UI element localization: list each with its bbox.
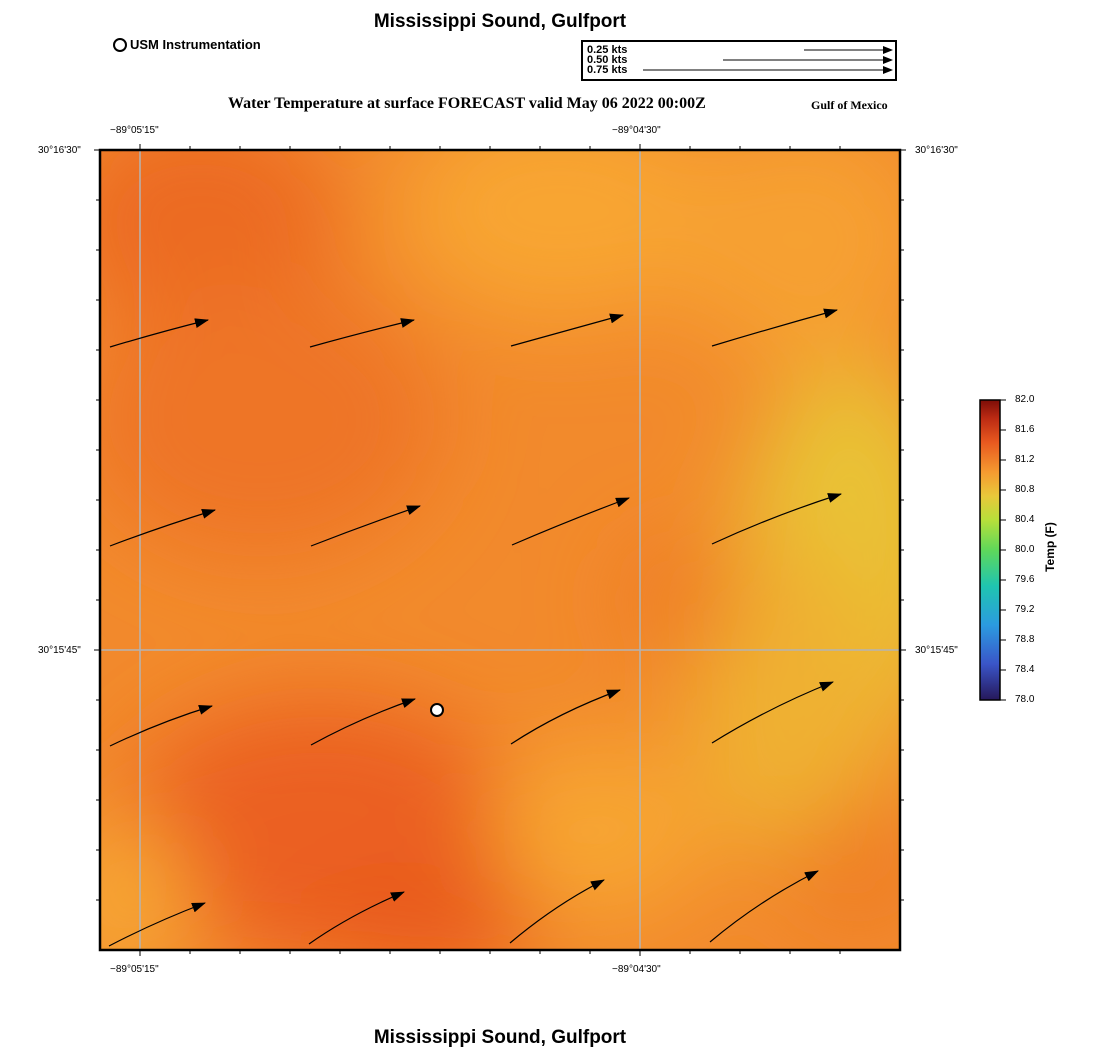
scale-label-075: 0.75 kts (587, 64, 628, 76)
current-arrow (109, 318, 209, 348)
top-lon-label-2: −89°04'30" (612, 125, 661, 136)
map-subtitle: Water Temperature at surface FORECAST va… (228, 95, 706, 112)
temperature-field (100, 150, 900, 950)
frame-ticks (94, 144, 906, 956)
current-arrow (711, 308, 838, 347)
colorbar-tick-label: 81.6 (1015, 424, 1035, 435)
scale-arrows (643, 46, 893, 74)
current-arrow (510, 689, 621, 745)
current-arrow (711, 493, 842, 545)
current-arrow (510, 313, 624, 347)
right-lat-label-1: 30°16'30" (915, 145, 958, 156)
left-lat-label-2: 30°15'45" (38, 645, 81, 656)
left-lat-label-1: 30°16'30" (38, 145, 81, 156)
colorbar-tick-label: 80.0 (1015, 544, 1035, 555)
station-marker (430, 703, 444, 717)
vector-scale-legend: 0.25 kts 0.50 kts 0.75 kts (581, 40, 897, 81)
current-arrow (308, 891, 405, 945)
colorbar-tick-label: 80.8 (1015, 484, 1035, 495)
current-vectors (108, 308, 842, 947)
map-title: Mississippi Sound, Gulfport (373, 11, 627, 32)
current-arrow (109, 705, 213, 747)
colorbar-tick-label: 80.4 (1015, 514, 1035, 525)
current-arrow (108, 902, 206, 947)
colorbar-tick-label: 79.6 (1015, 574, 1035, 585)
station-legend-label: USM Instrumentation (130, 37, 261, 52)
colorbar-tick-label: 81.2 (1015, 454, 1035, 465)
current-arrow (109, 509, 216, 547)
bottom-lon-label-1: −89°05'15" (110, 964, 159, 975)
current-arrow (711, 681, 834, 744)
current-arrow (509, 879, 605, 944)
colorbar-title: Temp (F) (1043, 522, 1057, 572)
scale-label-050: 0.50 kts (587, 54, 628, 66)
region-label: Gulf of Mexico (811, 98, 888, 112)
footer-title: Mississippi Sound, Gulfport (373, 1027, 627, 1048)
colorbar-tick-label: 78.8 (1015, 634, 1035, 645)
scale-label-025: 0.25 kts (587, 44, 628, 56)
station-legend: USM Instrumentation (113, 37, 261, 52)
colorbar-tick-label: 79.2 (1015, 604, 1035, 615)
colorbar-tick-label: 82.0 (1015, 394, 1035, 405)
current-arrow (511, 497, 630, 546)
colorbar-ticks (1000, 399, 1006, 701)
colorbar-tick-label: 78.0 (1015, 694, 1035, 705)
top-lon-label-1: −89°05'15" (110, 125, 159, 136)
current-arrow (709, 870, 819, 943)
current-arrow (310, 698, 416, 746)
colorbar-tick-label: 78.4 (1015, 664, 1035, 675)
bottom-lon-label-2: −89°04'30" (612, 964, 661, 975)
right-lat-label-2: 30°15'45" (915, 645, 958, 656)
station-marker-icon (113, 37, 127, 52)
current-arrow (310, 505, 421, 547)
colorbar (979, 399, 1001, 701)
current-arrow (309, 318, 415, 348)
